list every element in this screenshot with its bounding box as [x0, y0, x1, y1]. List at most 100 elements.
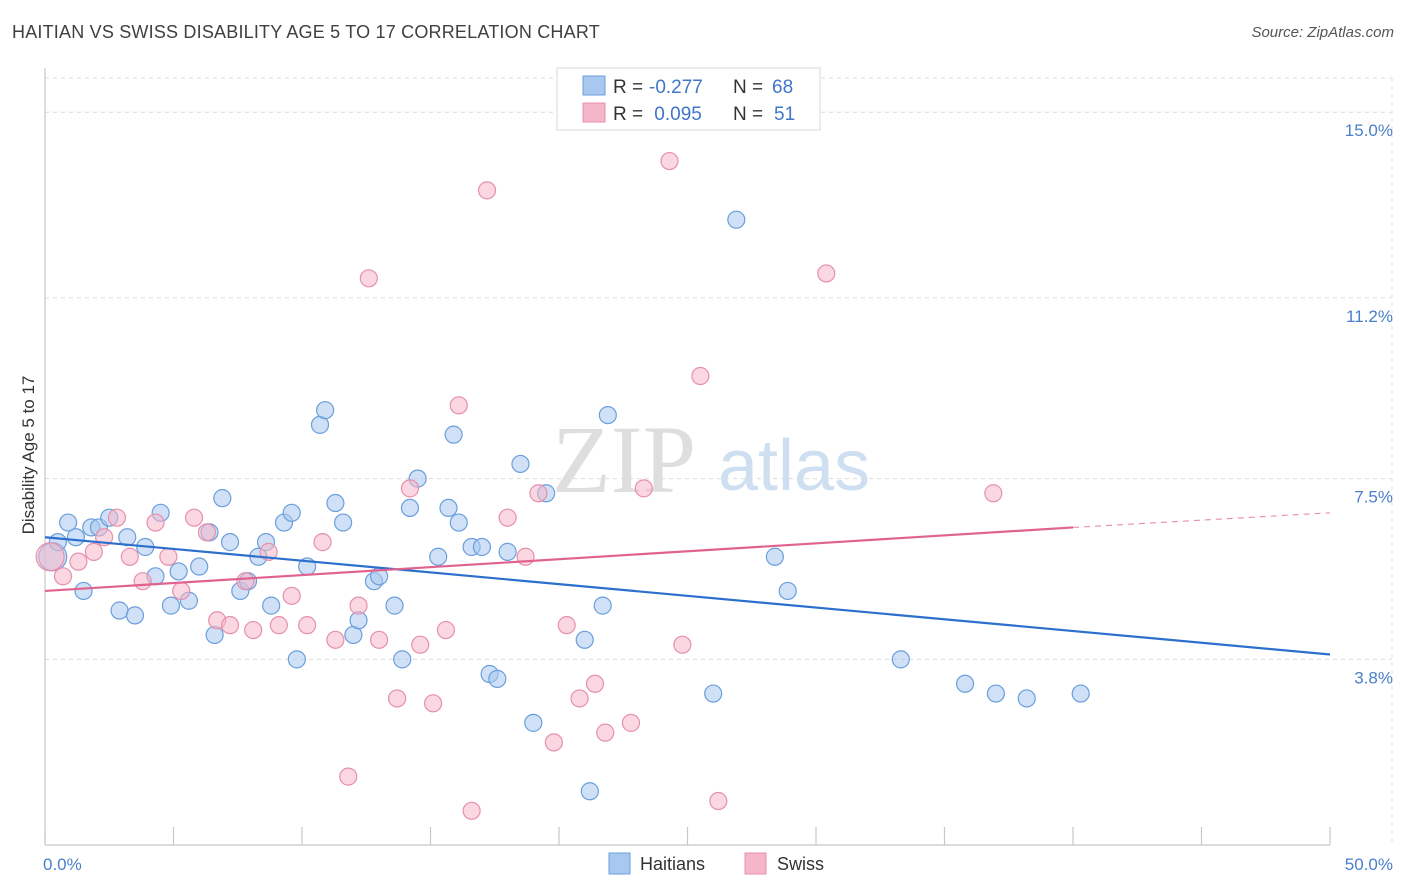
legend-n-label-1: N = [733, 77, 768, 98]
legend-n-value-2: 51 [774, 104, 795, 125]
swiss-point [313, 533, 332, 552]
legend-top: R = -0.277 N = 68 R = 0.095 N = 51 [556, 67, 821, 131]
legend-haitians-swatch [582, 75, 606, 96]
y-tick-label: 11.2% [1346, 307, 1393, 326]
swiss-point [69, 552, 88, 571]
swiss-point [282, 586, 301, 605]
haitians-point [488, 669, 507, 688]
haitians-point [1017, 689, 1036, 708]
swiss-point [197, 523, 217, 542]
swiss-point [269, 616, 288, 635]
legend-r-label-1: R = [613, 77, 648, 98]
haitians-point [161, 596, 181, 615]
tick-labels: 3.8% 7.5% 11.2% 15.0% 0.0% 50.0% [43, 121, 1393, 874]
swiss-point [259, 542, 278, 561]
haitians-point [393, 650, 412, 669]
watermark-zip: ZIP [552, 406, 696, 513]
swiss-point [984, 484, 1003, 503]
haitians-point [778, 581, 797, 601]
swiss-point [326, 630, 345, 649]
swiss-point [673, 635, 692, 654]
legend-r-label-2: R = [613, 104, 648, 125]
haitians-point [765, 547, 784, 566]
haitians-point [472, 537, 491, 557]
swiss-point [159, 547, 178, 566]
chart-title: HAITIAN VS SWISS DISABILITY AGE 5 TO 17 … [12, 22, 600, 42]
swiss-point [557, 616, 576, 635]
haitians-point [110, 601, 129, 620]
legend-r-value-1: -0.277 [649, 77, 703, 98]
haitians-point [169, 562, 188, 581]
swiss-point [411, 635, 430, 654]
legend-bottom-haitians-label: Haitians [640, 854, 705, 874]
swiss-point [570, 689, 589, 708]
swiss-point [544, 733, 563, 752]
swiss-trend-extension [1072, 512, 1331, 529]
haitians-point [125, 606, 145, 625]
swiss-point [35, 542, 65, 572]
legend-n-label-2: N = [733, 104, 768, 125]
haitians-point [498, 542, 517, 561]
swiss-point [172, 581, 191, 601]
swiss-point [184, 508, 204, 527]
swiss-point [298, 616, 317, 635]
haitians-point [449, 513, 468, 532]
haitians-point [986, 684, 1006, 703]
swiss-point [660, 151, 679, 171]
y-tick-label: 3.8% [1354, 668, 1393, 687]
haitians-point [190, 557, 209, 576]
chart-source: Source: ZipAtlas.com [1251, 24, 1394, 41]
swiss-point [339, 767, 358, 786]
swiss-point [120, 547, 139, 566]
swiss-point [596, 723, 615, 742]
haitians-point [1071, 684, 1090, 703]
legend-bottom: Haitians Swiss [608, 852, 824, 875]
swiss-point [691, 366, 710, 386]
swiss-point [498, 508, 517, 527]
legend-n-value-1: 68 [772, 77, 793, 98]
swiss-point [133, 572, 152, 591]
haitians-point [704, 684, 723, 703]
haitians-point [400, 498, 420, 518]
haitians-point [575, 630, 594, 649]
haitians-point [727, 210, 746, 229]
swiss-point [621, 713, 641, 732]
trend-lines [44, 512, 1331, 656]
swiss-point [146, 513, 165, 532]
swiss-point [477, 181, 497, 200]
swiss-point [423, 694, 443, 713]
swiss-point [359, 269, 378, 288]
haitians-point [580, 782, 599, 801]
legend-swiss-swatch [582, 102, 606, 123]
haitians-point [429, 547, 448, 566]
haitians-point [287, 650, 306, 669]
legend-r-value-2: 0.095 [649, 104, 702, 125]
haitians-point [66, 528, 85, 547]
haitians-point [444, 425, 463, 444]
swiss-point [400, 479, 420, 498]
legend-bottom-swiss-swatch [744, 852, 767, 875]
haitians-point [593, 596, 612, 615]
haitians-point [385, 596, 404, 615]
haitians-point [316, 401, 335, 420]
haitians-trend-line [44, 536, 1331, 656]
swiss-point [349, 596, 368, 615]
legend-bottom-swiss-label: Swiss [777, 854, 824, 874]
haitians-point [213, 489, 232, 508]
swiss-point [53, 567, 73, 586]
haitians-point [220, 533, 240, 552]
haitians-point [282, 503, 301, 522]
swiss-point [436, 620, 456, 640]
swiss-point [84, 542, 103, 561]
y-tick-label: 15.0% [1345, 121, 1393, 140]
swiss-point [709, 791, 728, 811]
haitians-point [511, 454, 530, 474]
haitians-point [334, 513, 353, 532]
swiss-point [107, 508, 127, 527]
haitians-point [262, 596, 281, 615]
haitians-point [439, 498, 458, 518]
swiss-trend-line [44, 526, 1074, 593]
haitians-point [326, 493, 345, 513]
watermark-atlas: atlas [718, 426, 870, 506]
